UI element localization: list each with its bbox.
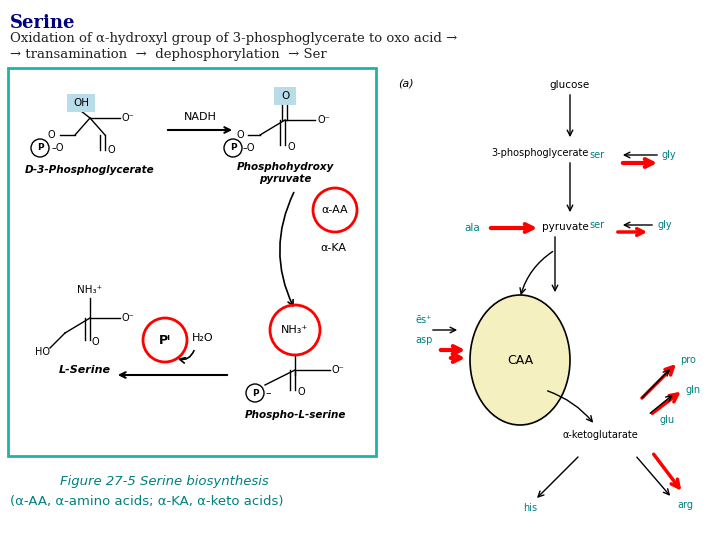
- Text: asp: asp: [415, 335, 433, 345]
- Text: ser: ser: [590, 220, 605, 230]
- Text: H₂O: H₂O: [192, 333, 214, 343]
- Text: (a): (a): [398, 78, 413, 88]
- FancyBboxPatch shape: [274, 87, 296, 105]
- Text: O: O: [281, 91, 289, 101]
- Text: D-3-Phosphoglycerate: D-3-Phosphoglycerate: [25, 165, 155, 175]
- Text: Phosphohydroxy
pyruvate: Phosphohydroxy pyruvate: [236, 162, 333, 184]
- Text: α-AA: α-AA: [322, 205, 348, 215]
- Text: O: O: [287, 142, 294, 152]
- Text: HO: HO: [35, 347, 50, 357]
- Text: ēs⁺: ēs⁺: [415, 315, 431, 325]
- Text: Serine: Serine: [10, 14, 76, 32]
- Text: gly: gly: [662, 150, 677, 160]
- Text: ala: ala: [464, 223, 480, 233]
- Text: O⁻: O⁻: [122, 313, 135, 323]
- Text: NADH: NADH: [184, 112, 217, 122]
- Circle shape: [31, 139, 49, 157]
- Text: O: O: [48, 130, 55, 140]
- Text: (α-AA, α-amino acids; α-KA, α-keto acids): (α-AA, α-amino acids; α-KA, α-keto acids…: [10, 495, 284, 508]
- Circle shape: [224, 139, 242, 157]
- Text: α-KA: α-KA: [320, 243, 346, 253]
- Text: arg: arg: [677, 500, 693, 510]
- Text: O⁻: O⁻: [317, 115, 330, 125]
- Text: –: –: [265, 388, 271, 398]
- Text: O: O: [297, 387, 305, 397]
- Text: gly: gly: [657, 220, 672, 230]
- Text: Pᴵ: Pᴵ: [159, 334, 171, 347]
- Text: O: O: [236, 130, 244, 140]
- Text: gln: gln: [685, 385, 700, 395]
- Text: his: his: [523, 503, 537, 513]
- Ellipse shape: [470, 295, 570, 425]
- Text: L-Serine: L-Serine: [59, 365, 111, 375]
- Text: –O: –O: [52, 143, 65, 153]
- Text: pro: pro: [680, 355, 696, 365]
- Text: → transamination  →  dephosphorylation  → Ser: → transamination → dephosphorylation → S…: [10, 48, 327, 61]
- Text: P: P: [252, 388, 258, 397]
- Text: Oxidation of α-hydroxyl group of 3-phosphoglycerate to oxo acid →: Oxidation of α-hydroxyl group of 3-phosp…: [10, 32, 457, 45]
- Text: O: O: [107, 145, 114, 155]
- Text: ser: ser: [590, 150, 605, 160]
- FancyBboxPatch shape: [67, 94, 95, 112]
- Text: CAA: CAA: [507, 354, 533, 367]
- Text: NH₃⁺: NH₃⁺: [282, 325, 309, 335]
- Text: OH: OH: [73, 98, 89, 108]
- Text: pyruvate: pyruvate: [541, 222, 588, 232]
- Text: Phospho-L-serine: Phospho-L-serine: [244, 410, 346, 420]
- Text: α-ketoglutarate: α-ketoglutarate: [562, 430, 638, 440]
- Text: Figure 27-5 Serine biosynthesis: Figure 27-5 Serine biosynthesis: [60, 475, 269, 488]
- Circle shape: [246, 384, 264, 402]
- Text: –O: –O: [243, 143, 256, 153]
- Text: O⁻: O⁻: [122, 113, 135, 123]
- Text: O: O: [92, 337, 99, 347]
- Text: P: P: [37, 144, 43, 152]
- Text: glu: glu: [660, 415, 675, 425]
- Text: O⁻: O⁻: [332, 365, 345, 375]
- Bar: [8, 68, 376, 456]
- Text: NH₃⁺: NH₃⁺: [78, 285, 102, 295]
- Text: 3-phosphoglycerate: 3-phosphoglycerate: [491, 148, 589, 158]
- Text: glucose: glucose: [550, 80, 590, 90]
- Text: P: P: [230, 144, 236, 152]
